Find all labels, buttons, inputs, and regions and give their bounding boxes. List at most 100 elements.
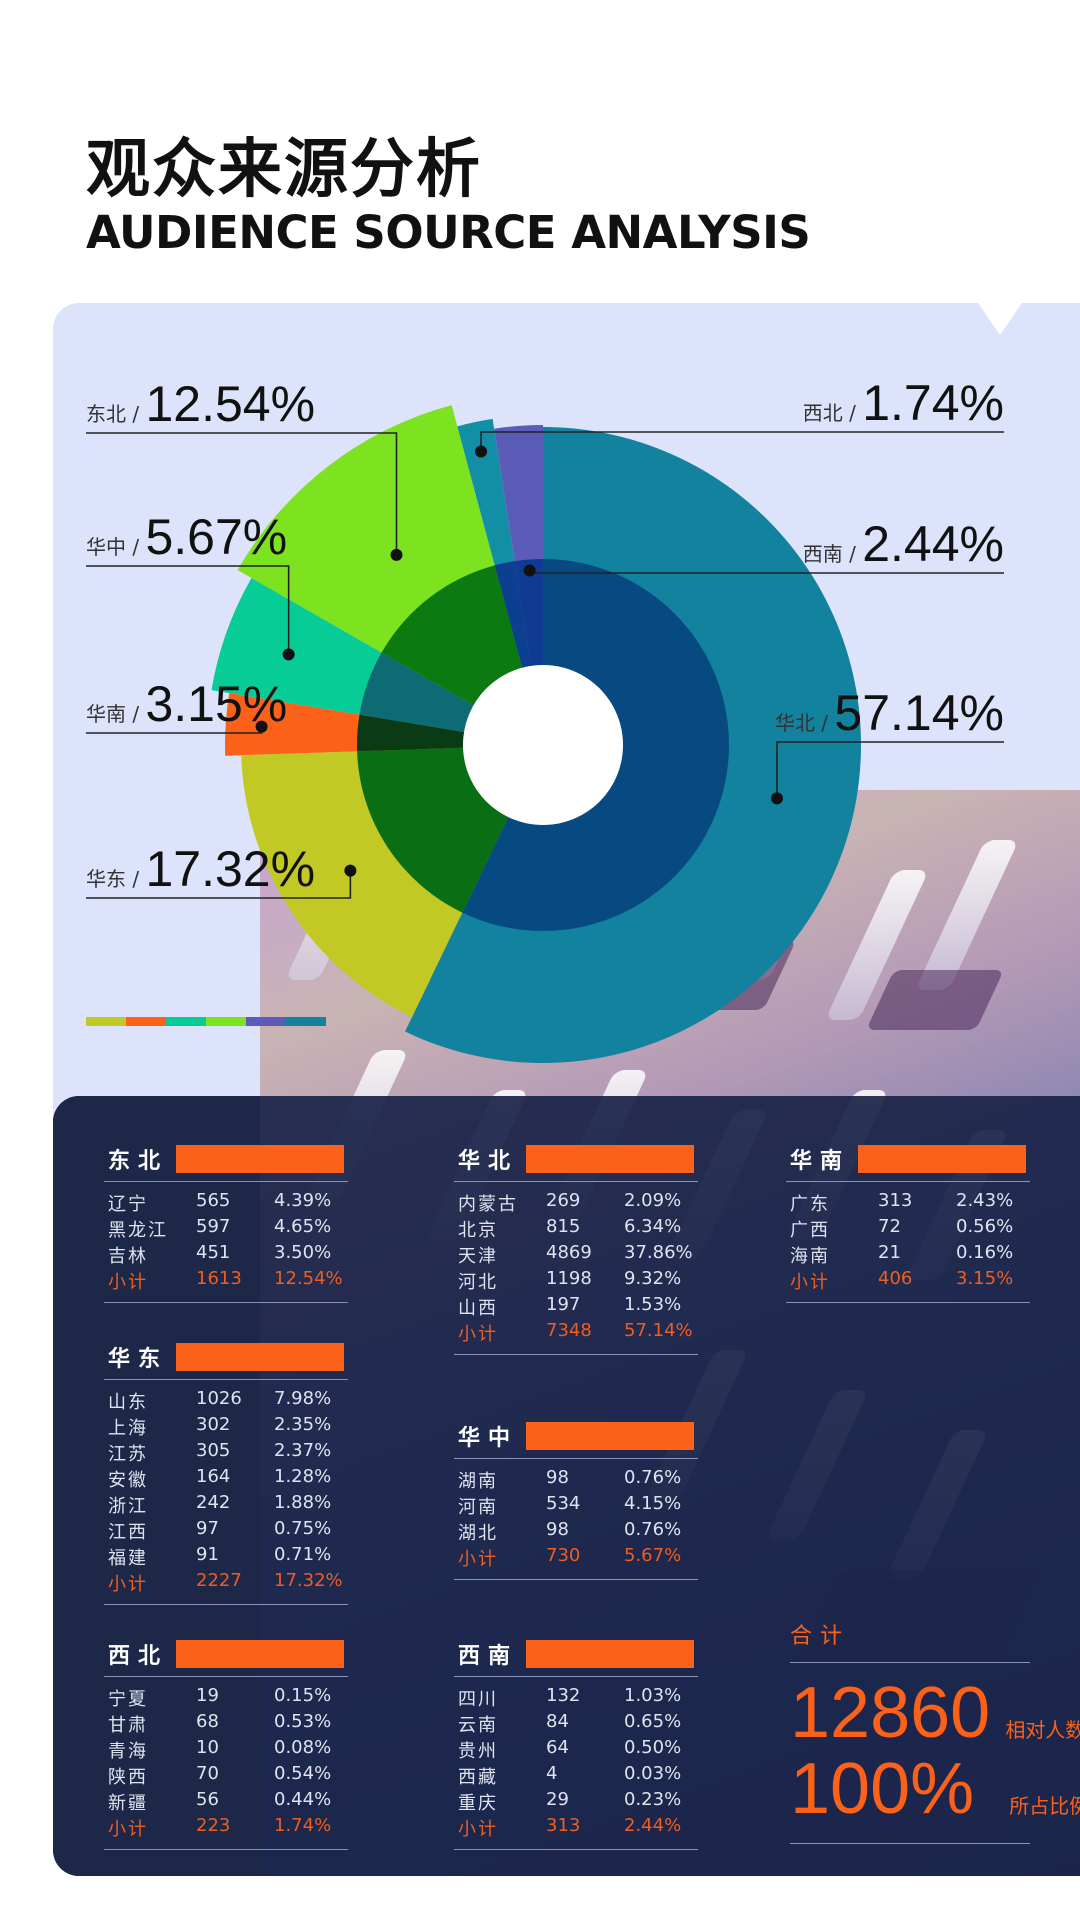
leader-dot-3 [282,648,295,661]
table-panel-left-band [53,1096,260,1876]
cell-pct: 0.08% [274,1737,332,1758]
cell-region: 甘肃 [108,1715,148,1736]
cell-pct: 2.35% [274,1414,332,1435]
pie-inner-slice-0 [462,559,729,931]
table-row: 浙江 242 1.88% [104,1492,348,1518]
cell-region: 浙江 [108,1496,148,1517]
pie-inner-slice-6 [514,559,543,666]
cell-count: 68 [196,1711,219,1732]
cell-count: 132 [546,1685,581,1706]
table-title-bar [176,1145,344,1173]
cell-count: 21 [878,1242,901,1263]
cell-pct: 57.14% [624,1320,693,1341]
table-dongbei: 东北 辽宁 565 4.39% 黑龙江 597 4.65% 吉林 451 3.50% 小计 1613 1… [104,1143,348,1303]
total-count: 12860 [790,1673,991,1753]
cell-pct: 3.15% [956,1268,1014,1289]
table-header: 西北 [104,1638,348,1670]
table-row: 海南 21 0.16% [786,1242,1030,1268]
cell-count: 56 [196,1789,219,1810]
cell-count: 269 [546,1190,581,1211]
table-title: 华东 [108,1347,169,1372]
legend-strip-segment-0 [86,1017,126,1026]
cell-count: 7348 [546,1320,592,1341]
cell-pct: 17.32% [274,1570,343,1591]
table-row: 江西 97 0.75% [104,1518,348,1544]
cell-region: 广西 [790,1220,830,1241]
table-header: 华东 [104,1341,348,1373]
cell-pct: 0.16% [956,1242,1014,1263]
cell-region: 青海 [108,1741,148,1762]
cell-region: 陕西 [108,1767,148,1788]
cell-pct: 0.65% [624,1711,682,1732]
table-row: 安徽 164 1.28% [104,1466,348,1492]
cell-region: 福建 [108,1548,148,1569]
cell-region: 安徽 [108,1470,148,1491]
legend-strip-segment-5 [286,1017,326,1026]
table-header: 华中 [454,1420,698,1452]
table-row: 广东 313 2.43% [786,1190,1030,1216]
cell-pct: 7.98% [274,1388,332,1409]
cell-pct: 2.37% [274,1440,332,1461]
cell-count: 313 [546,1815,581,1836]
cell-count: 10 [196,1737,219,1758]
cell-pct: 0.50% [624,1737,682,1758]
table-huabei: 华北 内蒙古 269 2.09% 北京 815 6.34% 天津 4869 37.86% 河北 119… [454,1143,698,1355]
table-title: 西北 [108,1644,169,1669]
total-label: 合计 [790,1624,851,1649]
table-row: 黑龙江 597 4.65% [104,1216,348,1242]
table-row: 甘肃 68 0.53% [104,1711,348,1737]
cell-pct: 4.15% [624,1493,682,1514]
pie-inner-slice-1 [357,747,509,913]
cell-region: 宁夏 [108,1689,148,1710]
slice-label-3: 华中 / 5.67% [86,509,287,565]
table-row: 吉林 451 3.50% [104,1242,348,1268]
cell-pct: 2.09% [624,1190,682,1211]
leader-dot-0 [770,792,783,805]
table-row: 四川 132 1.03% [454,1685,698,1711]
table-row: 湖南 98 0.76% [454,1467,698,1493]
cell-count: 305 [196,1440,231,1461]
cell-pct: 1.28% [274,1466,332,1487]
donut-hole [463,665,623,825]
cell-pct: 0.76% [624,1519,682,1540]
table-huadong: 华东 山东 1026 7.98% 上海 302 2.35% 江苏 305 2.37% 安徽 164 1.… [104,1341,348,1605]
table-row: 内蒙古 269 2.09% [454,1190,698,1216]
table-row: 辽宁 565 4.39% [104,1190,348,1216]
cell-count: 1026 [196,1388,242,1409]
table-title-bar [526,1422,694,1450]
cell-count: 565 [196,1190,231,1211]
table-huanan: 华南 广东 313 2.43% 广西 72 0.56% 海南 21 0.16% 小计 406 3.15% [786,1143,1030,1303]
cell-count: 313 [878,1190,913,1211]
cell-region: 小计 [108,1819,148,1840]
table-row: 天津 4869 37.86% [454,1242,698,1268]
cell-count: 91 [196,1544,219,1565]
leader-line-5 [480,431,1004,452]
cell-pct: 0.54% [274,1763,332,1784]
cell-pct: 1.88% [274,1492,332,1513]
cell-count: 70 [196,1763,219,1784]
cell-count: 84 [546,1711,569,1732]
cell-pct: 3.50% [274,1242,332,1263]
cell-count: 223 [196,1815,231,1836]
pie-inner-slice-3 [359,652,474,732]
table-row: 江苏 305 2.37% [104,1440,348,1466]
cell-count: 197 [546,1294,581,1315]
cell-count: 29 [546,1789,569,1810]
cell-count: 406 [878,1268,913,1289]
cell-region: 小计 [458,1819,498,1840]
cell-count: 730 [546,1545,581,1566]
leader-dot-5 [475,445,488,458]
subtotal-row: 小计 1613 12.54% [104,1268,348,1294]
table-huazhong: 华中 湖南 98 0.76% 河南 534 4.15% 湖北 98 0.76% 小计 730 5.67% [454,1420,698,1580]
cell-count: 242 [196,1492,231,1513]
legend-strip-segment-4 [246,1017,286,1026]
pie-inner-slice-4 [381,565,523,706]
table-xinan: 西南 四川 132 1.03% 云南 84 0.65% 贵州 64 0.50% 西藏 4 0.03% 重庆… [454,1638,698,1850]
cell-region: 江苏 [108,1444,148,1465]
cell-pct: 1.53% [624,1294,682,1315]
table-row: 青海 10 0.08% [104,1737,348,1763]
cell-count: 4 [546,1763,558,1784]
cell-pct: 4.39% [274,1190,332,1211]
legend-strip-segment-2 [166,1017,206,1026]
table-title: 西南 [458,1644,519,1669]
